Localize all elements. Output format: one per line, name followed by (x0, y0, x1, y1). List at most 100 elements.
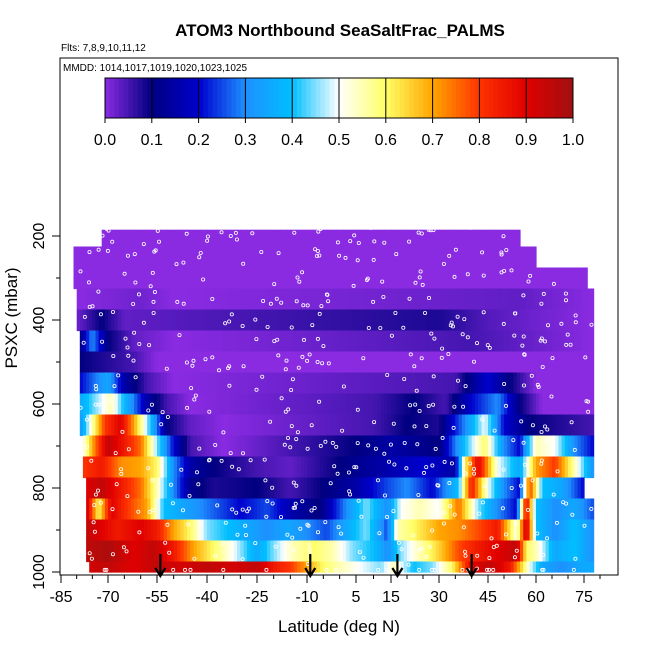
heatmap-cell (313, 330, 318, 353)
heatmap-cell (403, 414, 408, 437)
heatmap-cell (95, 246, 100, 269)
heatmap-cell (130, 414, 135, 437)
observation-point (94, 387, 99, 392)
observation-point (96, 289, 101, 294)
colorbar-cell (306, 78, 312, 118)
heatmap-cell (280, 435, 285, 458)
heatmap-cell (98, 477, 103, 500)
heatmap-cell (435, 229, 440, 248)
heatmap-cell (220, 435, 225, 458)
heatmap-cell (529, 477, 534, 500)
heatmap-cell (403, 519, 408, 542)
heatmap-cell (542, 309, 547, 332)
heatmap-cell (167, 229, 171, 248)
observation-point (163, 540, 168, 545)
observation-point (228, 451, 233, 456)
colorbar-cell (292, 78, 298, 118)
heatmap-cell (384, 414, 389, 437)
heatmap-cell (439, 540, 443, 563)
heatmap-cell (366, 456, 371, 479)
heatmap-cell (180, 456, 185, 479)
heatmap-cell (461, 351, 466, 374)
heatmap-cell (468, 309, 473, 332)
heatmap-cell (445, 498, 450, 521)
observation-point (402, 440, 407, 445)
heatmap-cell (257, 330, 261, 353)
observation-point (315, 530, 320, 535)
heatmap-cell (373, 267, 378, 290)
heatmap-cell (465, 477, 469, 500)
observation-point (148, 284, 153, 289)
heatmap-cell (127, 267, 132, 290)
heatmap-cell (223, 229, 228, 248)
heatmap-cell (366, 561, 371, 573)
heatmap-cell (170, 435, 175, 458)
observation-point (317, 311, 322, 316)
heatmap-cell (580, 498, 585, 521)
heatmap-cell (536, 519, 540, 542)
heatmap-cell (73, 267, 78, 290)
heatmap-cell (465, 246, 469, 269)
heatmap-cell (150, 540, 155, 563)
heatmap-cell (140, 229, 145, 248)
heatmap-cell (273, 477, 278, 500)
heatmap-cell (474, 229, 479, 248)
heatmap-cell (532, 519, 537, 542)
heatmap-cell (210, 561, 215, 573)
heatmap-cell (442, 309, 447, 332)
heatmap-cell (95, 561, 100, 573)
heatmap-cell (448, 351, 453, 374)
heatmap-cell (465, 351, 469, 374)
heatmap-cell (114, 456, 119, 479)
heatmap-cell (98, 456, 103, 479)
observation-point (539, 301, 544, 306)
heatmap-cell (413, 288, 418, 311)
heatmap-cell (153, 435, 158, 458)
heatmap-cell (548, 561, 553, 573)
observation-point (512, 333, 517, 338)
heatmap-cell (491, 435, 495, 458)
heatmap-cell (366, 477, 371, 500)
heatmap-cell (410, 246, 414, 269)
heatmap-cell (432, 288, 437, 311)
heatmap-cell (442, 477, 447, 500)
heatmap-cell (484, 246, 489, 269)
observation-point (285, 532, 290, 537)
heatmap-cell (370, 393, 375, 416)
heatmap-cell (153, 477, 158, 500)
observation-point (394, 252, 399, 257)
heatmap-cell (491, 540, 495, 563)
heatmap-cell (101, 229, 106, 248)
colorbar-tick-label: 0.6 (375, 132, 397, 149)
observation-point (78, 405, 83, 410)
x-tick-label: 60 (527, 589, 545, 606)
heatmap-cell (130, 540, 135, 563)
colorbar-cell (460, 78, 466, 118)
heatmap-cell (290, 351, 295, 374)
heatmap-cell (448, 372, 453, 395)
heatmap-cell (513, 393, 518, 416)
heatmap-cell (117, 561, 122, 573)
heatmap-cell (117, 498, 122, 521)
heatmap-cell (432, 456, 437, 479)
observation-point (382, 240, 387, 245)
observation-point (98, 312, 103, 317)
heatmap-cell (95, 288, 100, 311)
observation-point (294, 299, 299, 304)
heatmap-cell (230, 519, 235, 542)
observation-point (422, 310, 427, 315)
colorbar-cell (324, 78, 331, 118)
observation-point (355, 441, 360, 446)
observation-point (522, 383, 527, 388)
heatmap-cell (356, 519, 361, 542)
heatmap-cell (237, 309, 241, 332)
heatmap-cell (203, 561, 208, 573)
heatmap-cell (403, 309, 408, 332)
heatmap-cell (584, 456, 588, 479)
heatmap-cell (468, 477, 473, 500)
heatmap-cell (416, 519, 421, 542)
colorbar-tick-label: 0.7 (421, 132, 443, 149)
heatmap-cell (336, 540, 341, 563)
heatmap-cell (478, 288, 483, 311)
heatmap-cell (310, 351, 315, 374)
